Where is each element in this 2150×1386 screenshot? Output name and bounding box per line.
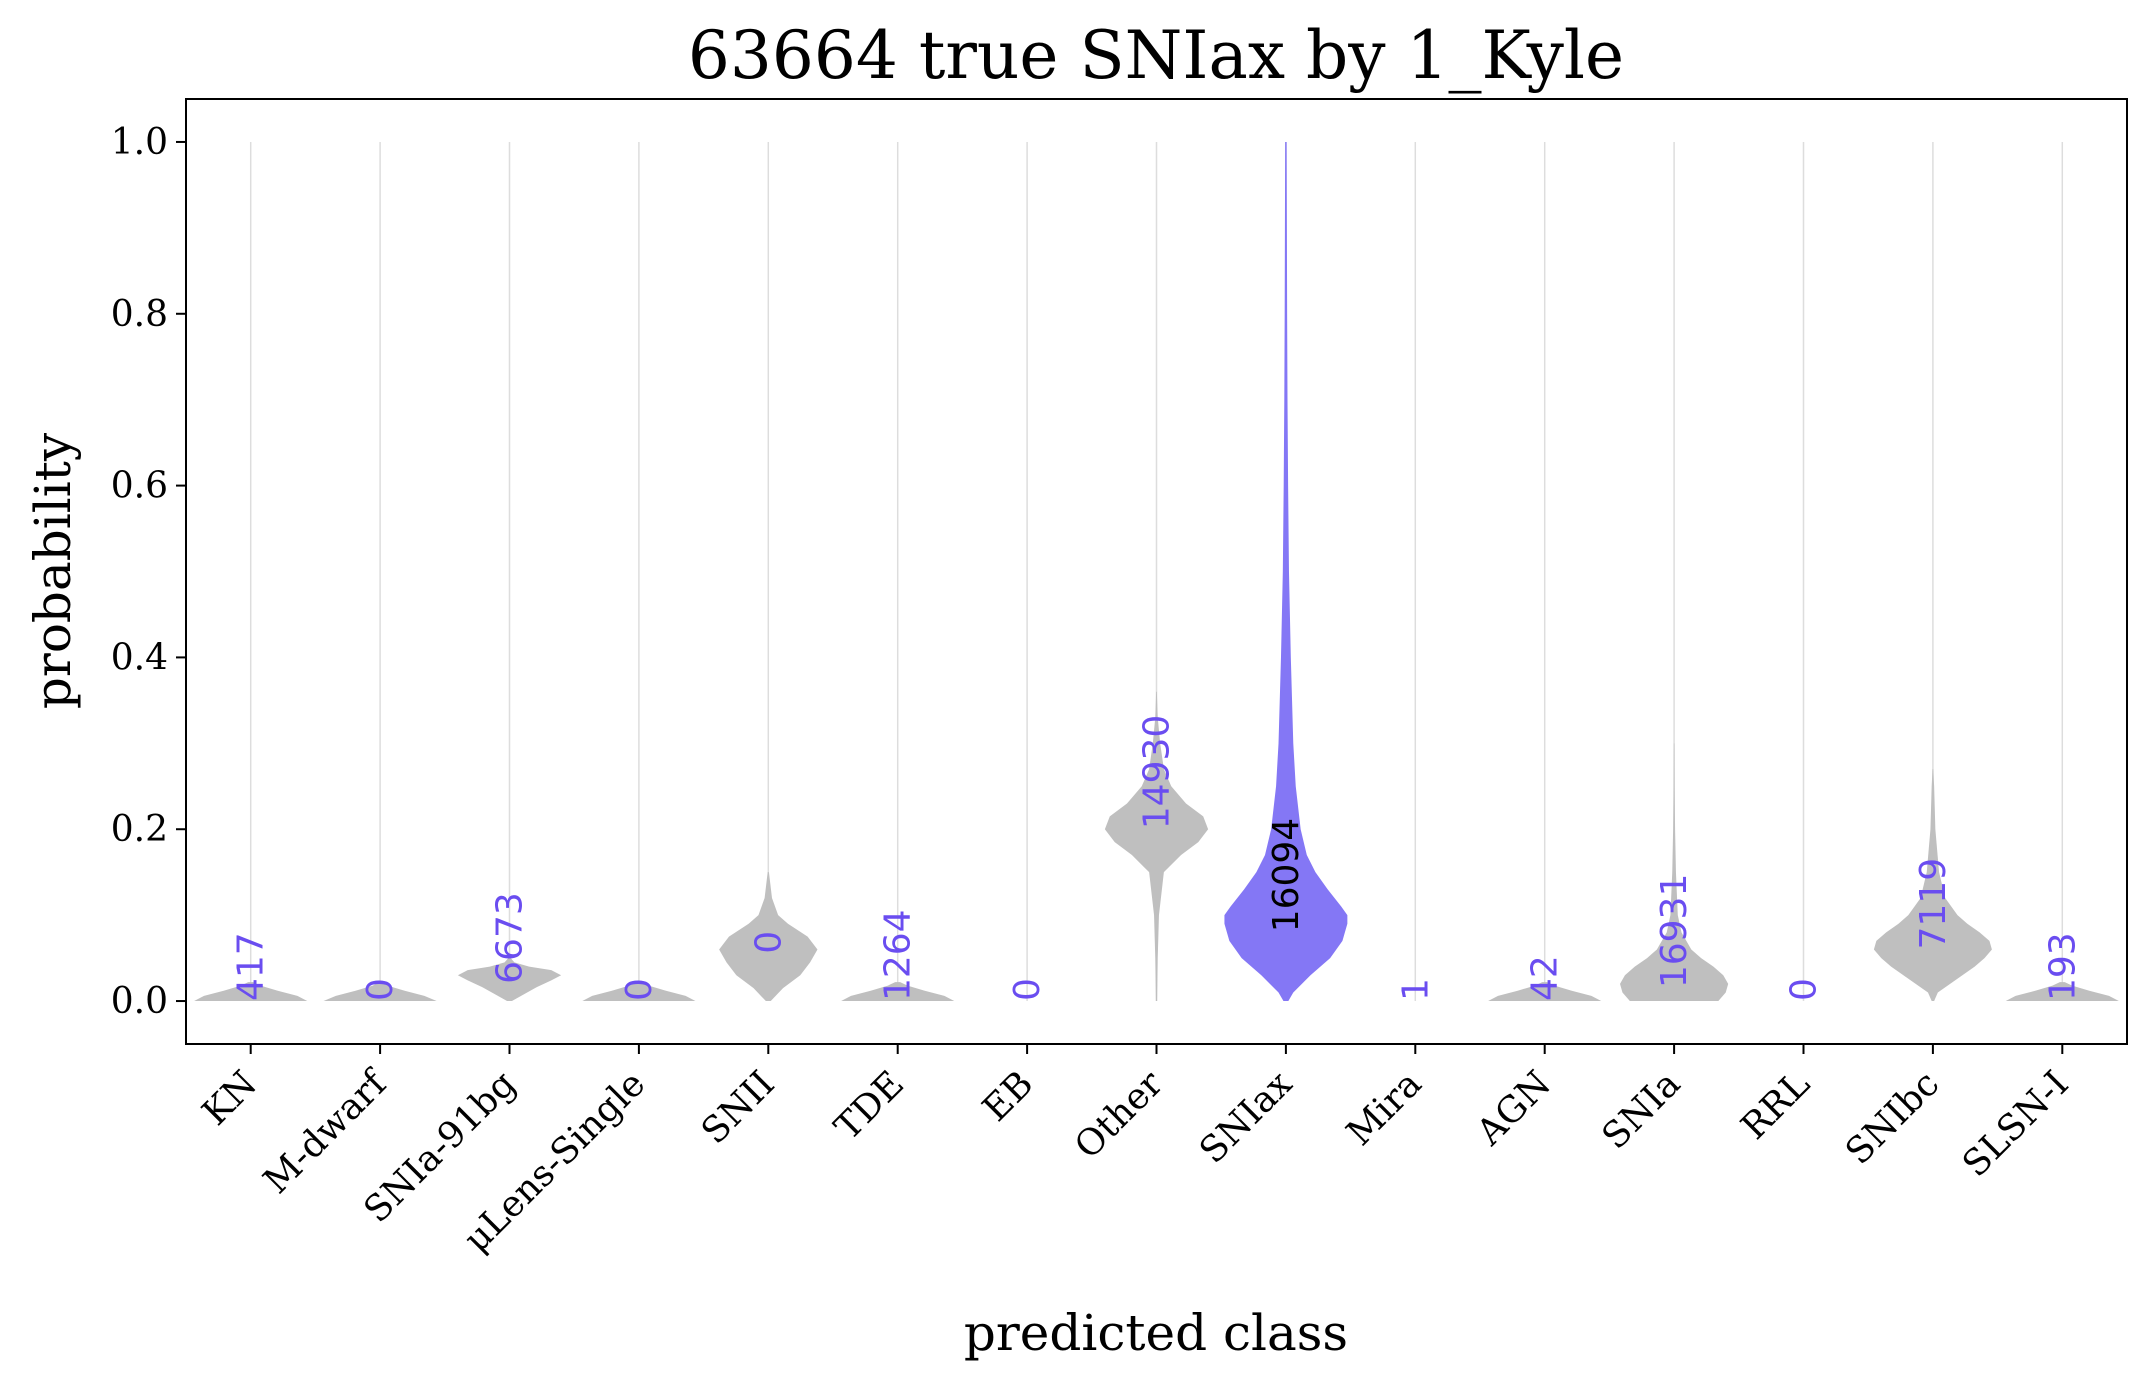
- x-tick-label: EB: [975, 1063, 1041, 1129]
- y-tick-label: 0.8: [111, 294, 168, 335]
- x-tick-label: M-dwarf: [256, 1061, 396, 1201]
- x-tick-label: TDE: [827, 1063, 912, 1148]
- y-axis-label: probability: [24, 432, 82, 709]
- violin-kn: [194, 982, 308, 1002]
- x-axis-label: predicted class: [964, 1304, 1348, 1362]
- x-tick-label: SNIax: [1192, 1063, 1300, 1171]
- count-label: 1264: [878, 909, 919, 1001]
- count-label: 0: [1784, 978, 1825, 1001]
- count-label: 42: [1525, 955, 1566, 1001]
- x-tick-label: SNIbc: [1838, 1063, 1947, 1172]
- y-tick-label: 0.2: [111, 809, 168, 850]
- chart-title: 63664 true SNIax by 1_Kyle: [688, 17, 1624, 94]
- violin-snii: [719, 872, 818, 1002]
- count-label: 1: [1395, 978, 1436, 1001]
- violin--lens-single: [582, 982, 696, 1002]
- x-tick-label: SNII: [694, 1063, 783, 1152]
- x-tick-label: SNIa: [1595, 1063, 1689, 1157]
- violin-other: [1104, 691, 1209, 1002]
- x-tick-label: Other: [1067, 1063, 1171, 1167]
- count-label: 0: [748, 931, 789, 954]
- y-tick-label: 0.0: [111, 981, 168, 1022]
- count-label: 417: [231, 932, 272, 1001]
- plot-area: 417 0 6673 0 0 1264 0 14930 16094 1 42 16931 0 7119 19…: [111, 98, 2128, 1260]
- x-tick-label: SLSN-I: [1955, 1063, 2077, 1185]
- count-label: 16931: [1654, 874, 1695, 989]
- x-tick-label: Mira: [1339, 1063, 1430, 1154]
- count-label: 0: [1007, 978, 1048, 1001]
- violin-snibc: [1873, 769, 1992, 1002]
- violin-tde: [841, 982, 955, 1002]
- violin-m-dwarf: [323, 982, 437, 1002]
- y-tick-label: 0.6: [111, 466, 168, 507]
- y-tick-label: 0.4: [111, 637, 168, 678]
- count-label: 16094: [1266, 818, 1307, 933]
- violin-agn: [1488, 982, 1602, 1002]
- x-tick-label: AGN: [1468, 1063, 1559, 1154]
- violin-snia: [1620, 743, 1729, 1002]
- violin-snia-91bg: [457, 958, 562, 1002]
- count-label: 193: [2042, 932, 2083, 1001]
- violin-slsn-i: [2005, 982, 2119, 1002]
- y-tick-label: 1.0: [111, 122, 168, 163]
- count-label: 14930: [1137, 715, 1178, 830]
- count-label: 0: [619, 978, 660, 1001]
- count-label: 6673: [490, 892, 531, 984]
- count-label: 7119: [1913, 858, 1954, 950]
- violin-sniax: [1224, 141, 1348, 1002]
- x-tick-label: KN: [195, 1063, 265, 1133]
- count-label: 0: [360, 978, 401, 1001]
- x-tick-label: RRL: [1734, 1063, 1818, 1147]
